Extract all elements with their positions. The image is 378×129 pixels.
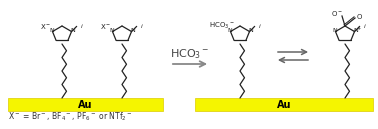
Text: N: N [353, 28, 358, 33]
Text: $\it{i}$: $\it{i}$ [139, 22, 143, 30]
Text: +: + [356, 26, 361, 31]
Text: N: N [332, 28, 337, 33]
Bar [8, 98, 163, 111]
Text: $\it{i}$: $\it{i}$ [257, 22, 261, 30]
Text: HCO$_3$$^-$: HCO$_3$$^-$ [209, 20, 234, 31]
Text: N: N [130, 28, 135, 33]
Text: Au: Au [277, 99, 291, 110]
Text: X$^-$: X$^-$ [40, 22, 51, 31]
Text: X$^-$: X$^-$ [100, 22, 111, 31]
Text: N: N [70, 28, 75, 33]
Text: N: N [227, 28, 232, 33]
Text: O$^-$: O$^-$ [331, 9, 343, 18]
Text: HCO$_3$$^-$: HCO$_3$$^-$ [170, 47, 210, 61]
Text: N: N [109, 28, 114, 33]
Bar [195, 98, 373, 111]
Text: $\it{i}$: $\it{i}$ [363, 22, 366, 30]
Text: O: O [356, 14, 362, 20]
Text: Au: Au [78, 99, 93, 110]
Text: N: N [248, 28, 253, 33]
Text: X$^-$ = Br$^-$, BF$_4$$^-$, PF$_6$$^-$ or NTf$_2$$^-$: X$^-$ = Br$^-$, BF$_4$$^-$, PF$_6$$^-$ o… [8, 111, 133, 123]
Text: N: N [49, 28, 54, 33]
Text: $\it{i}$: $\it{i}$ [79, 22, 83, 30]
